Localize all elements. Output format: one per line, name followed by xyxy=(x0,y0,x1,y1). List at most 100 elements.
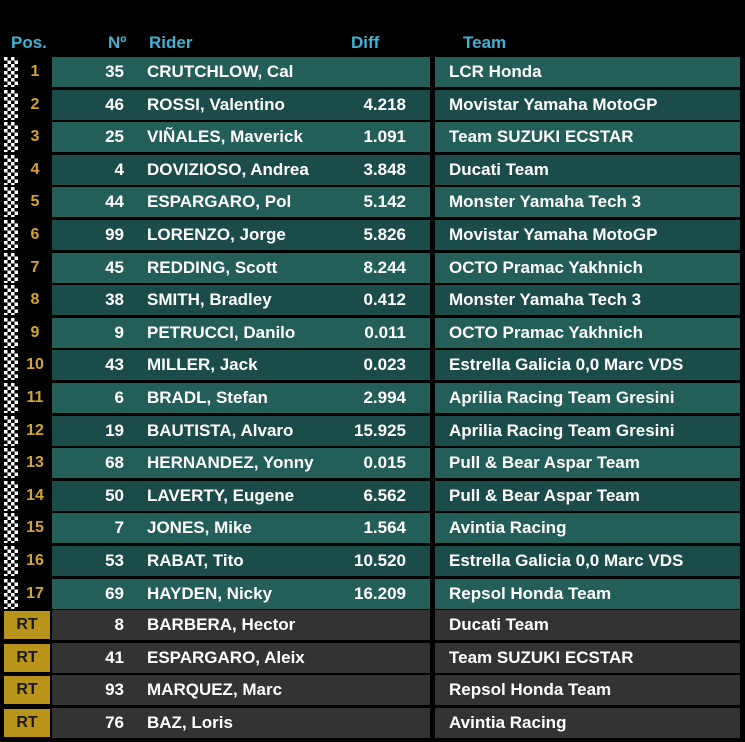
header-team: Team xyxy=(463,33,507,52)
position-number: 5 xyxy=(30,193,40,210)
position-cell: 16 xyxy=(0,546,52,576)
checkered-flag-icon xyxy=(4,448,18,478)
team-cell: Movistar Yamaha MotoGP xyxy=(435,90,740,120)
rider-cell-group: 9 PETRUCCI, Danilo 0.011 xyxy=(52,318,430,348)
position-cell: RT xyxy=(0,708,52,738)
position-cell: 15 xyxy=(0,513,52,543)
rider-number: 7 xyxy=(114,518,124,537)
position-cell: 6 xyxy=(0,220,52,250)
rider-number: 6 xyxy=(114,388,124,407)
position-number: 2 xyxy=(30,96,40,113)
rider-name: JONES, Mike xyxy=(147,518,252,537)
table-row: 17 69 HAYDEN, Nicky 16.209 Repsol Honda Team xyxy=(0,579,745,609)
checkered-flag-icon xyxy=(4,90,18,120)
position-cell: 13 xyxy=(0,448,52,478)
table-row: 8 38 SMITH, Bradley 0.412 Monster Yamaha Tec… xyxy=(0,285,745,315)
rider-name: ROSSI, Valentino xyxy=(147,95,285,114)
rider-cell-group: 44 ESPARGARO, Pol 5.142 xyxy=(52,187,430,217)
checkered-flag-icon xyxy=(4,57,18,87)
checkered-flag-icon xyxy=(4,513,18,543)
retired-row: RT 76 BAZ, Loris Avintia Racing xyxy=(0,708,745,738)
rider-number: 68 xyxy=(105,453,124,472)
time-diff: 16.209 xyxy=(354,584,406,603)
rider-number: 38 xyxy=(105,290,124,309)
team-cell: Estrella Galicia 0,0 Marc VDS xyxy=(435,350,740,380)
header-rider: Rider xyxy=(149,33,193,52)
rider-name: REDDING, Scott xyxy=(147,258,278,277)
table-row: 1 35 CRUTCHLOW, Cal LCR Honda xyxy=(0,57,745,87)
team-cell: Monster Yamaha Tech 3 xyxy=(435,285,740,315)
table-row: 4 4 DOVIZIOSO, Andrea 3.848 Ducati Team xyxy=(0,155,745,185)
rider-number: 35 xyxy=(105,62,124,81)
rider-name: LORENZO, Jorge xyxy=(147,225,286,244)
rider-name: BARBERA, Hector xyxy=(147,615,296,634)
position-number: 15 xyxy=(26,519,44,536)
checkered-flag-icon xyxy=(4,122,18,152)
team-cell: Team SUZUKI ECSTAR xyxy=(435,643,740,673)
team-cell: Movistar Yamaha MotoGP xyxy=(435,220,740,250)
rider-name: BAUTISTA, Alvaro xyxy=(147,421,294,440)
team-name: Ducati Team xyxy=(449,160,549,179)
rider-cell-group: 46 ROSSI, Valentino 4.218 xyxy=(52,90,430,120)
team-cell: Monster Yamaha Tech 3 xyxy=(435,187,740,217)
checkered-flag-icon xyxy=(4,481,18,511)
checkered-flag-icon xyxy=(4,383,18,413)
retired-row: RT 93 MARQUEZ, Marc Repsol Honda Team xyxy=(0,675,745,705)
rider-name: MILLER, Jack xyxy=(147,355,258,374)
position-cell: 5 xyxy=(0,187,52,217)
team-name: Monster Yamaha Tech 3 xyxy=(449,192,642,211)
table-row: 9 9 PETRUCCI, Danilo 0.011 OCTO Pramac Yakhn… xyxy=(0,318,745,348)
position-number: 4 xyxy=(30,161,40,178)
team-name: Movistar Yamaha MotoGP xyxy=(449,225,658,244)
rider-number: 44 xyxy=(105,192,124,211)
team-cell: Aprilia Racing Team Gresini xyxy=(435,383,740,413)
rider-cell-group: 38 SMITH, Bradley 0.412 xyxy=(52,285,430,315)
team-cell: Avintia Racing xyxy=(435,708,740,738)
team-name: Team SUZUKI ECSTAR xyxy=(449,648,634,667)
rider-number: 50 xyxy=(105,486,124,505)
team-cell: OCTO Pramac Yakhnich xyxy=(435,318,740,348)
position-number: 3 xyxy=(30,128,40,145)
position-number: 6 xyxy=(30,226,40,243)
position-cell: 8 xyxy=(0,285,52,315)
team-name: OCTO Pramac Yakhnich xyxy=(449,258,644,277)
team-name: Repsol Honda Team xyxy=(449,584,612,603)
rider-cell-group: 68 HERNANDEZ, Yonny 0.015 xyxy=(52,448,430,478)
rider-number: 76 xyxy=(105,713,124,732)
rider-number: 53 xyxy=(105,551,124,570)
rider-cell-group: 43 MILLER, Jack 0.023 xyxy=(52,350,430,380)
rider-number: 4 xyxy=(114,160,124,179)
position-cell: 3 xyxy=(0,122,52,152)
team-cell: Ducati Team xyxy=(435,610,740,640)
retired-row: RT 8 BARBERA, Hector Ducati Team xyxy=(0,610,745,640)
table-row: 3 25 VIÑALES, Maverick 1.091 Team SUZUKI ECS… xyxy=(0,122,745,152)
rider-number: 99 xyxy=(105,225,124,244)
position-cell: 7 xyxy=(0,253,52,283)
team-cell: Pull & Bear Aspar Team xyxy=(435,481,740,511)
team-cell: Repsol Honda Team xyxy=(435,675,740,705)
time-diff: 10.520 xyxy=(354,551,406,570)
table-row: 6 99 LORENZO, Jorge 5.826 Movistar Yamaha Mo… xyxy=(0,220,745,250)
rider-number: 8 xyxy=(114,615,124,634)
team-name: Aprilia Racing Team Gresini xyxy=(449,388,675,407)
time-diff: 8.244 xyxy=(363,258,406,277)
retired-badge: RT xyxy=(4,709,50,737)
rider-cell-group: 76 BAZ, Loris xyxy=(52,708,430,738)
retired-badge: RT xyxy=(4,676,50,704)
team-cell: OCTO Pramac Yakhnich xyxy=(435,253,740,283)
rider-cell-group: 93 MARQUEZ, Marc xyxy=(52,675,430,705)
time-diff: 1.091 xyxy=(363,127,406,146)
checkered-flag-icon xyxy=(4,253,18,283)
time-diff: 15.925 xyxy=(354,421,406,440)
rider-name: SMITH, Bradley xyxy=(147,290,272,309)
team-cell: Pull & Bear Aspar Team xyxy=(435,448,740,478)
time-diff: 1.564 xyxy=(363,518,406,537)
rider-name: PETRUCCI, Danilo xyxy=(147,323,296,342)
team-name: Repsol Honda Team xyxy=(449,680,612,699)
rider-number: 41 xyxy=(105,648,124,667)
time-diff: 0.023 xyxy=(363,355,406,374)
team-name: Movistar Yamaha MotoGP xyxy=(449,95,658,114)
checkered-flag-icon xyxy=(4,546,18,576)
position-number: 11 xyxy=(26,389,44,406)
team-name: LCR Honda xyxy=(449,62,542,81)
